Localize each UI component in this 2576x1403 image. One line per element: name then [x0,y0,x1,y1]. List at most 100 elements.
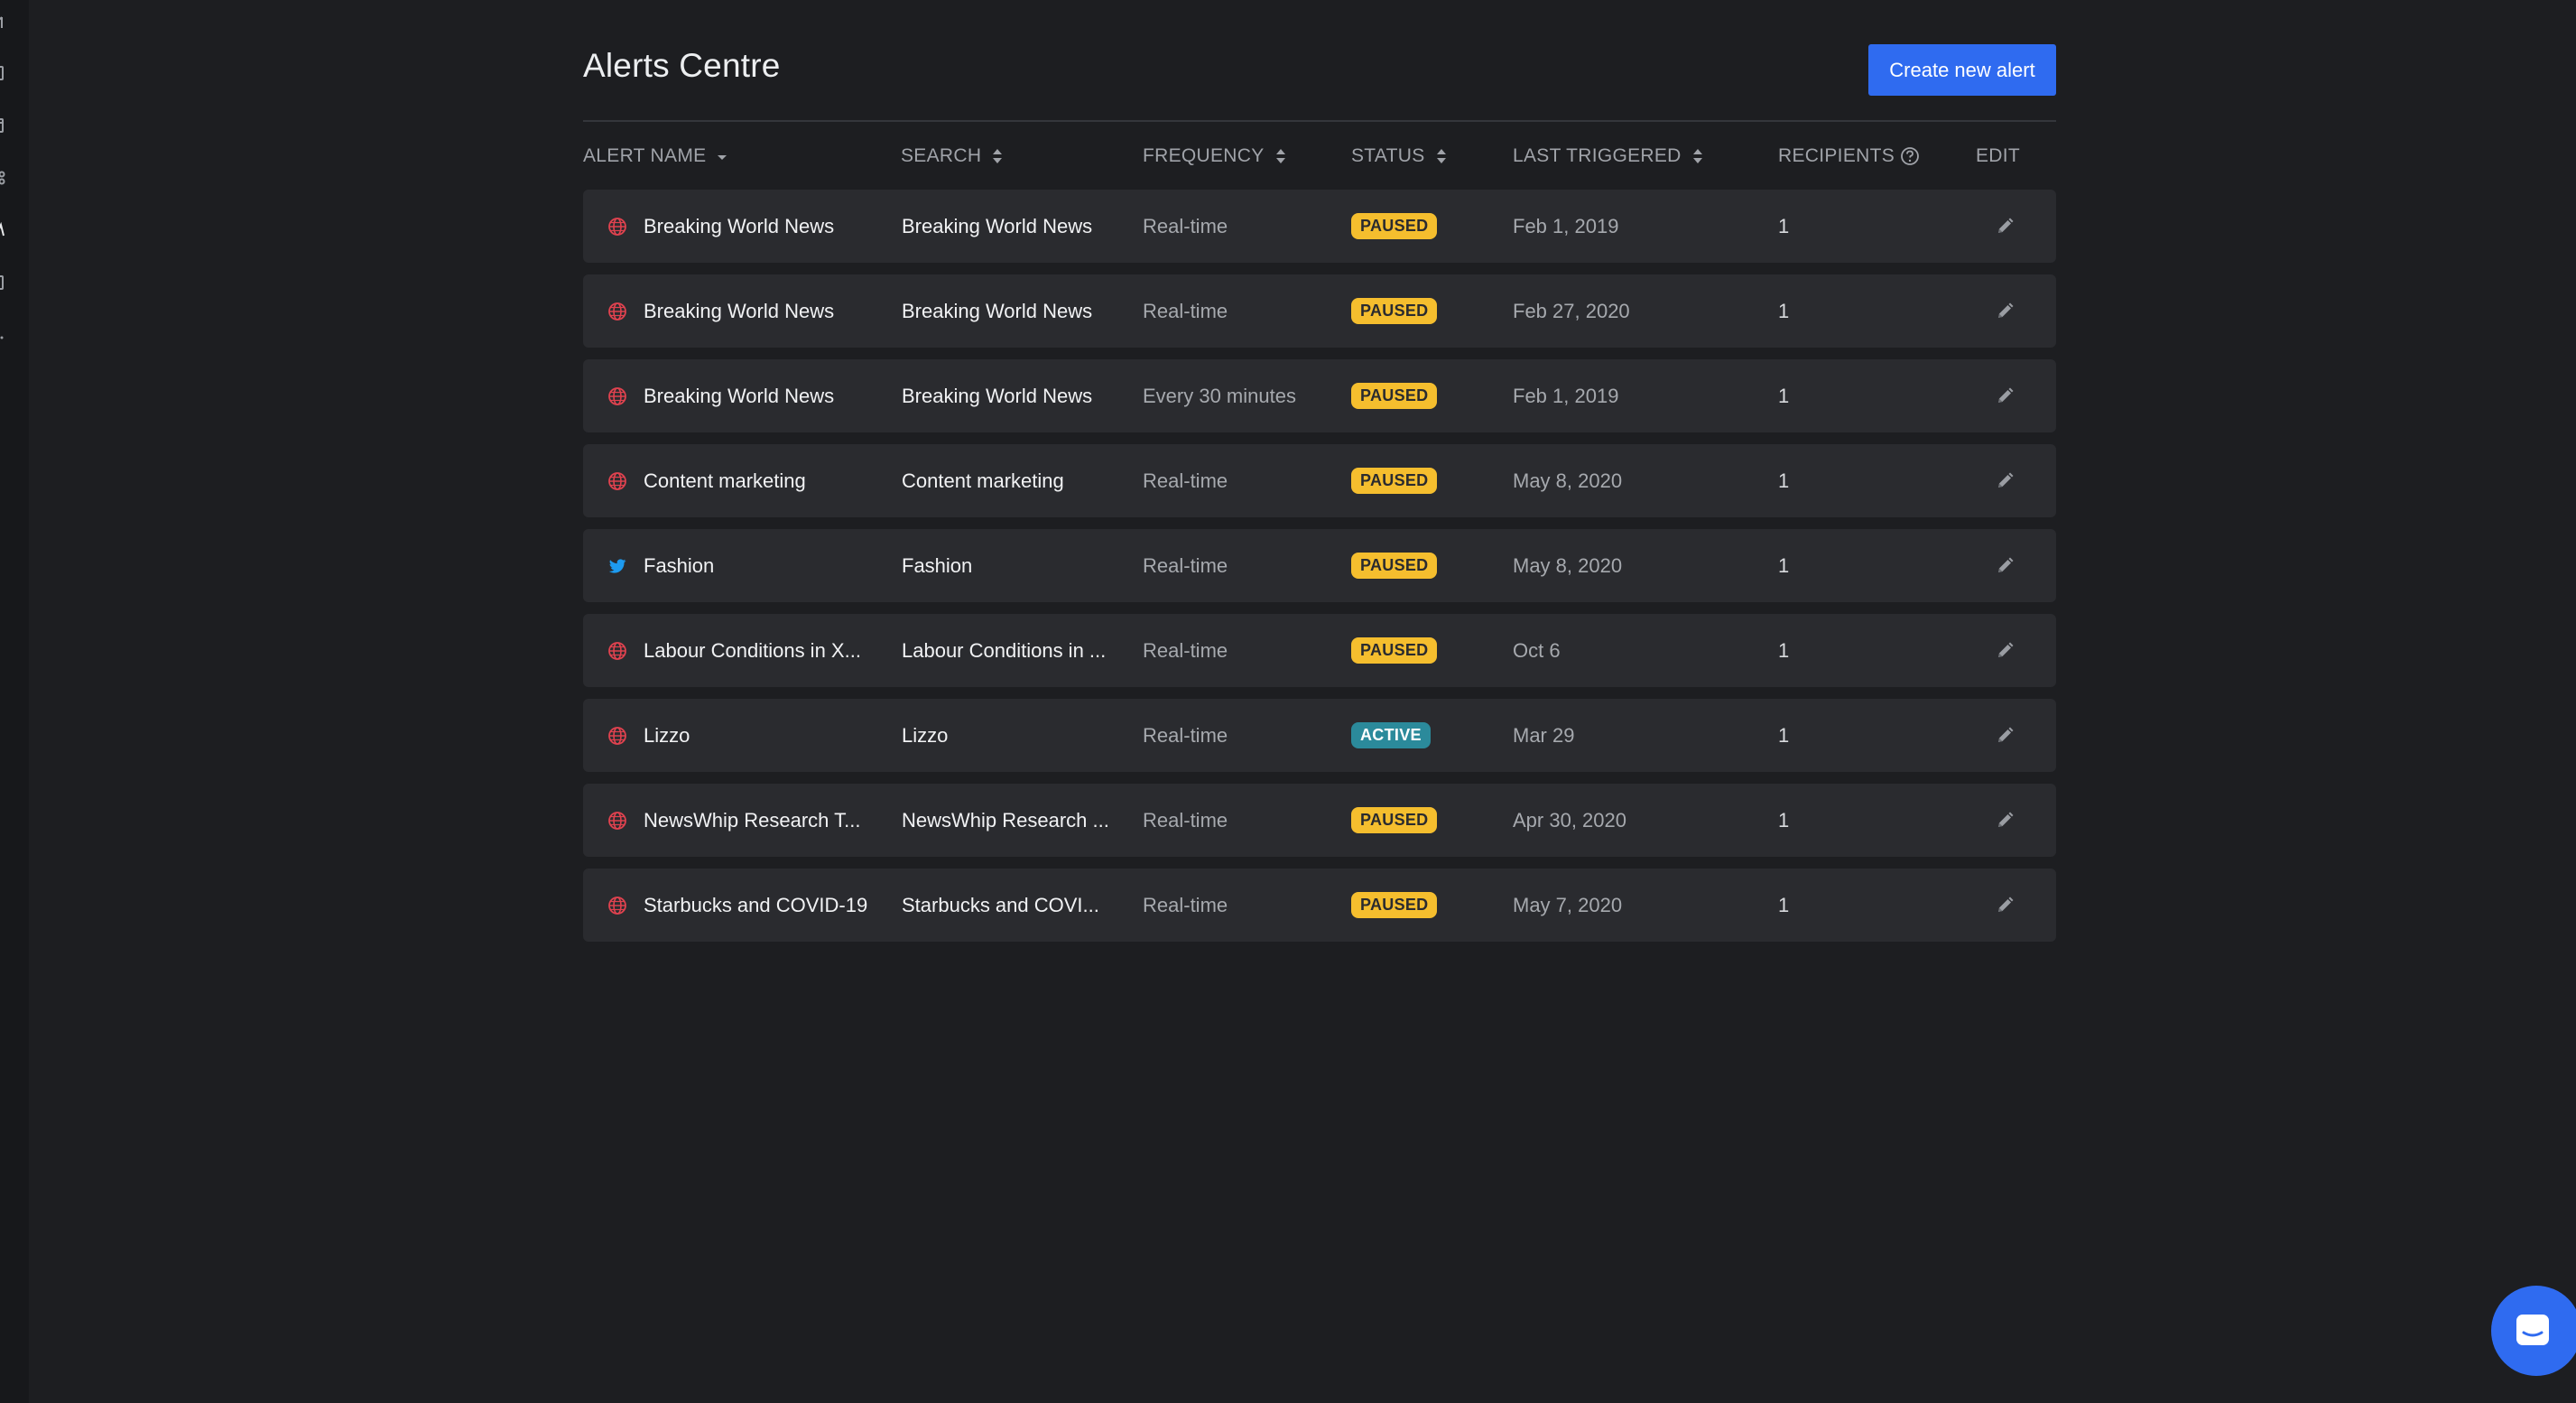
status-cell: PAUSED [1351,190,1487,263]
nav-icon-1[interactable] [0,14,5,31]
column-header-label: RECIPIENTS [1778,145,1895,166]
alert-frequency: Real-time [1143,299,1228,322]
alert-name[interactable]: Breaking World News [644,214,835,237]
column-header-edit: EDIT [1976,143,2020,170]
pencil-icon [1995,471,2015,491]
status-cell: ACTIVE [1351,699,1487,772]
nav-icon-3[interactable] [0,117,5,134]
table-row[interactable]: Lizzo Lizzo Real-time ACTIVE Mar 29 1 [583,699,2056,772]
alert-name[interactable]: Fashion [644,553,715,577]
alert-search: Breaking World News [902,384,1093,407]
column-header-label: EDIT [1976,145,2021,166]
pencil-icon [1995,302,2015,321]
table-row[interactable]: Breaking World News Breaking World News Re… [583,190,2056,263]
alert-name[interactable]: Breaking World News [644,299,835,322]
column-header-frequency[interactable]: FREQUENCY [1143,143,1286,170]
status-badge: ACTIVE [1351,722,1431,748]
alert-frequency: Real-time [1143,893,1228,916]
nav-icon-2[interactable] [0,65,5,81]
alert-name[interactable]: Lizzo [644,723,690,747]
last-triggered: Feb 27, 2020 [1513,299,1630,322]
column-header-last-triggered[interactable]: LAST TRIGGERED [1513,143,1703,170]
last-triggered: May 8, 2020 [1513,553,1623,577]
alert-name[interactable]: NewsWhip Research T... [644,808,861,832]
last-triggered: Oct 6 [1513,638,1561,662]
recipients-count: 1 [1778,469,1790,492]
pencil-icon [1995,556,2015,576]
sidebar [0,0,29,1403]
pencil-icon [1995,726,2015,746]
pencil-icon [1995,386,2015,406]
status-cell: PAUSED [1351,529,1487,602]
edit-button[interactable] [1991,784,2018,857]
nav-icon-4[interactable] [0,170,5,186]
edit-button[interactable] [1991,614,2018,687]
alert-search: Content marketing [902,469,1064,492]
status-badge: PAUSED [1351,468,1438,494]
page-title: Alerts Centre [583,47,781,84]
status-badge: PAUSED [1351,213,1438,239]
help-icon[interactable] [1900,146,1920,166]
status-cell: PAUSED [1351,784,1487,857]
table-row[interactable]: Breaking World News Breaking World News Ev… [583,359,2056,432]
edit-button[interactable] [1991,190,2018,263]
alert-search: NewsWhip Research ... [902,808,1109,832]
globe-icon [607,699,628,772]
nav-icon-7[interactable] [0,327,5,343]
alert-frequency: Real-time [1143,808,1228,832]
column-header-search[interactable]: SEARCH [901,143,1003,170]
table-row[interactable]: Labour Conditions in X... Labour Conditio… [583,614,2056,687]
sort-icon[interactable] [992,146,1003,166]
alert-name[interactable]: Starbucks and COVID-19 [644,893,868,916]
sort-icon[interactable] [1436,146,1447,166]
sort-icon[interactable] [1275,146,1286,166]
edit-button[interactable] [1991,699,2018,772]
recipients-count: 1 [1778,893,1790,916]
sort-icon[interactable] [1692,146,1703,166]
edit-button[interactable] [1991,444,2018,517]
column-header-status[interactable]: STATUS [1351,143,1447,170]
nav-icon-5[interactable] [0,222,5,238]
column-header-alert-name[interactable]: ALERT NAME [583,143,727,170]
alert-frequency: Real-time [1143,723,1228,747]
recipients-count: 1 [1778,553,1790,577]
alert-name[interactable]: Labour Conditions in X... [644,638,861,662]
globe-icon [607,614,628,687]
edit-button[interactable] [1991,529,2018,602]
chat-launcher-button[interactable] [2491,1286,2576,1376]
table-row[interactable]: Content marketing Content marketing Real-t… [583,444,2056,517]
pencil-icon [1995,896,2015,915]
alert-name[interactable]: Breaking World News [644,384,835,407]
edit-button[interactable] [1991,869,2018,942]
column-header-label: LAST TRIGGERED [1513,145,1682,166]
status-cell: PAUSED [1351,614,1487,687]
status-badge: PAUSED [1351,553,1438,579]
alerts-table-body: Breaking World News Breaking World News Re… [583,190,2056,953]
status-cell: PAUSED [1351,444,1487,517]
column-header-label: FREQUENCY [1143,145,1265,166]
globe-icon [607,190,628,263]
sort-descending-icon[interactable] [717,146,727,166]
status-badge: PAUSED [1351,892,1438,918]
column-header-recipients: RECIPIENTS [1778,143,1920,170]
alert-frequency: Real-time [1143,638,1228,662]
table-row[interactable]: Fashion Fashion Real-time PAUSED May 8, 2020… [583,529,2056,602]
table-header: ALERT NAME SEARCH FREQUENCY STATUS LAST … [583,143,2056,170]
globe-icon [607,444,628,517]
last-triggered: May 8, 2020 [1513,469,1623,492]
nav-icon-6[interactable] [0,274,5,291]
last-triggered: Feb 1, 2019 [1513,384,1619,407]
pencil-icon [1995,811,2015,831]
create-new-alert-button[interactable]: Create new alert [1868,44,2056,96]
edit-button[interactable] [1991,359,2018,432]
table-row[interactable]: NewsWhip Research T... NewsWhip Research … [583,784,2056,857]
column-header-label: SEARCH [901,145,982,166]
last-triggered: Apr 30, 2020 [1513,808,1626,832]
alert-frequency: Real-time [1143,469,1228,492]
alert-name[interactable]: Content marketing [644,469,806,492]
table-row[interactable]: Starbucks and COVID-19 Starbucks and COVI… [583,869,2056,942]
recipients-count: 1 [1778,808,1790,832]
alert-search: Labour Conditions in ... [902,638,1107,662]
table-row[interactable]: Breaking World News Breaking World News Re… [583,274,2056,348]
edit-button[interactable] [1991,274,2018,348]
